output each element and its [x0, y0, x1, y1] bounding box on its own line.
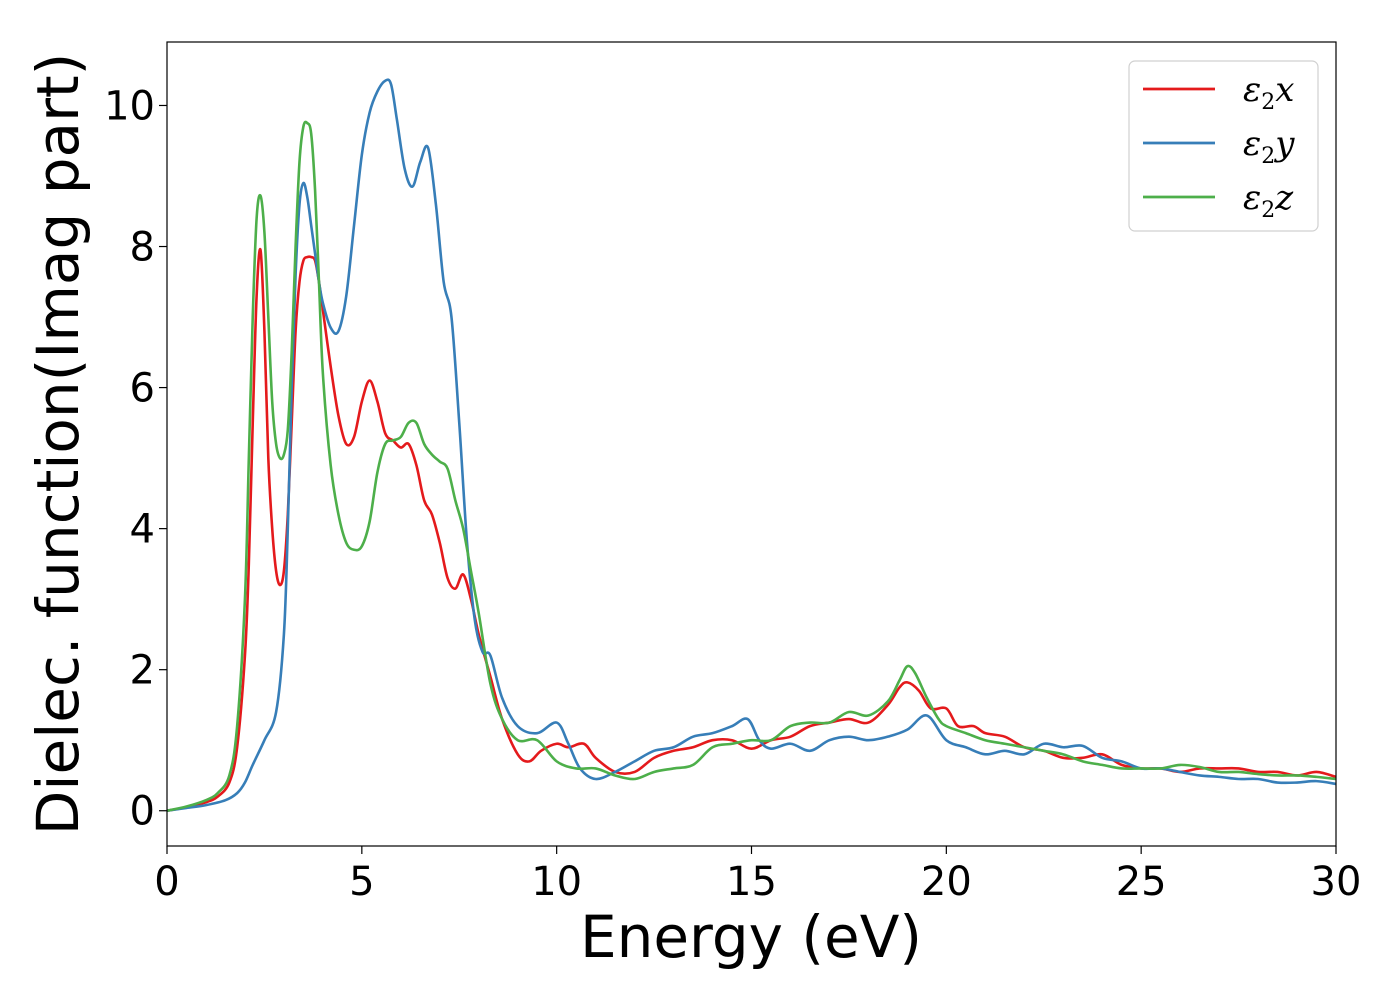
y-tick-label: 2 — [130, 648, 155, 694]
y-tick-label: 0 — [130, 789, 155, 835]
x-tick-label: 10 — [531, 859, 582, 905]
series-line-z — [167, 120, 1336, 813]
y-tick-label: 10 — [104, 83, 155, 129]
x-tick-label: 25 — [1116, 859, 1167, 905]
x-tick-label: 0 — [154, 859, 179, 905]
x-axis-label: Energy (eV) — [580, 903, 922, 971]
x-tick-label: 30 — [1311, 859, 1362, 905]
y-tick-label: 8 — [130, 225, 155, 271]
axis-ticks: 0 5 10 15 20 25 30 0 2 4 6 8 10 — [104, 83, 1361, 905]
legend-label-z: ε2z — [1243, 178, 1294, 223]
series-line-y — [167, 78, 1336, 813]
series-lines — [167, 78, 1336, 813]
legend-box — [1128, 60, 1319, 232]
legend-label-y: ε2y — [1243, 124, 1295, 169]
y-axis-label: Dielec. function(Imag part) — [24, 53, 92, 836]
x-tick-label: 20 — [921, 859, 972, 905]
y-tick-label: 4 — [130, 507, 155, 553]
y-tick-label: 6 — [130, 366, 155, 412]
x-tick-label: 15 — [726, 859, 777, 905]
x-tick-label: 5 — [349, 859, 374, 905]
legend-label-x: ε2x — [1243, 70, 1294, 115]
legend: ε2x ε2y ε2z — [1128, 60, 1319, 232]
